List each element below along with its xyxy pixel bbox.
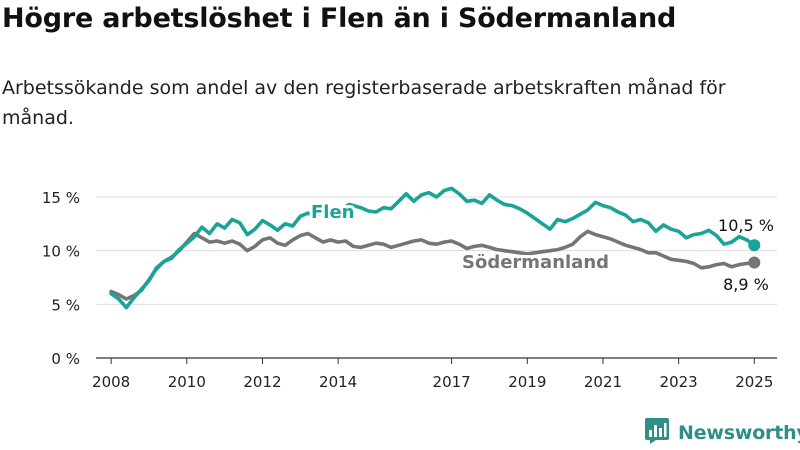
end-point-sodermanland <box>748 256 761 269</box>
x-tick-label: 2014 <box>319 373 357 391</box>
series-label-flen: Flen <box>311 202 355 223</box>
chart-title: Högre arbetslöshet i Flen än i Södermanl… <box>2 3 677 34</box>
y-tick-label: 10 % <box>42 243 80 261</box>
x-tick-label: 2008 <box>92 373 130 391</box>
x-tick-label: 2017 <box>433 373 471 391</box>
end-label-sodermanland: 8,9 % <box>723 275 769 294</box>
y-axis: 0 % 5 % 10 % 15 % <box>42 189 80 368</box>
brand-name: Newsworthy <box>678 422 800 444</box>
brand[interactable]: Newsworthy <box>644 418 800 448</box>
x-tick-label: 2010 <box>168 373 206 391</box>
x-tick-label: 2021 <box>584 373 622 391</box>
end-point-flen <box>748 239 761 252</box>
y-tick-label: 0 % <box>51 350 80 368</box>
series-line-sodermanland <box>109 229 757 301</box>
series-group <box>109 186 761 310</box>
y-tick-label: 15 % <box>42 189 80 207</box>
grid-lines <box>96 196 777 359</box>
x-tick-label: 2025 <box>735 373 773 391</box>
bar-chart-logo-icon <box>644 417 670 449</box>
series-labels: Flen Södermanland 10,5 % 8,9 % <box>308 199 774 294</box>
series-label-sodermanland: Södermanland <box>462 252 609 273</box>
x-tick-label: 2019 <box>508 373 546 391</box>
chart-subtitle: Arbetssökande som andel av den registerb… <box>2 77 726 129</box>
x-axis: 2008 2010 2012 2014 2017 2019 2021 2023 2025 <box>92 358 773 391</box>
x-tick-label: 2012 <box>243 373 281 391</box>
y-tick-label: 5 % <box>51 296 80 314</box>
x-tick-label: 2023 <box>660 373 698 391</box>
series-line-flen <box>109 186 757 310</box>
end-label-flen: 10,5 % <box>718 216 774 235</box>
